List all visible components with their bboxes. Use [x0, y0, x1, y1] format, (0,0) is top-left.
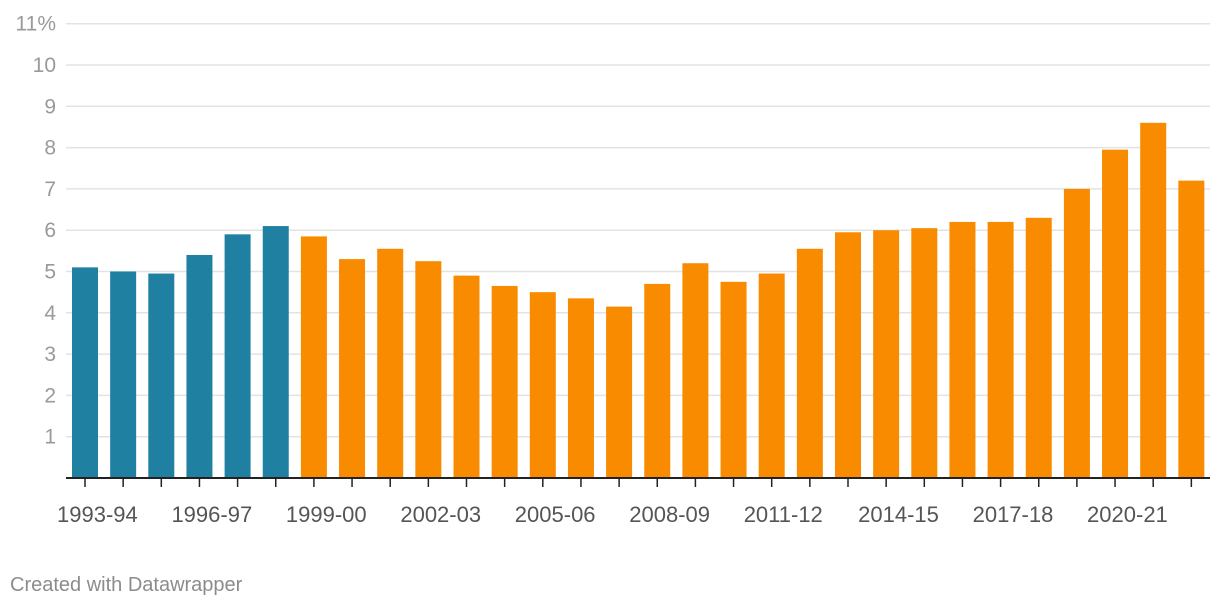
bar [720, 281, 747, 478]
bar [682, 263, 709, 478]
y-tick-label: 11% [16, 13, 56, 36]
y-tick-label: 3 [44, 343, 56, 366]
bar [72, 267, 98, 478]
x-tick-label: 2014-15 [858, 502, 939, 527]
bar [110, 271, 137, 478]
y-tick-label: 10 [33, 54, 56, 77]
bar [796, 248, 823, 478]
gridlines [66, 22, 1210, 438]
bar [1140, 122, 1167, 478]
y-tick-label: 6 [44, 219, 56, 242]
x-tick-label: 2005-06 [515, 502, 596, 527]
y-tick-label: 7 [44, 178, 56, 201]
bar [1025, 217, 1052, 478]
x-tick-label: 2008-09 [629, 502, 710, 527]
y-tick-label: 1 [44, 426, 56, 449]
bar [186, 254, 213, 478]
bar [491, 285, 518, 478]
bar [529, 292, 556, 478]
bar [1178, 180, 1205, 478]
datawrapper-credit: Created with Datawrapper [10, 574, 243, 596]
x-tick-label: 2017-18 [973, 502, 1054, 527]
bar [262, 226, 289, 478]
x-tick-label: 2020-21 [1087, 502, 1168, 527]
bar [835, 232, 861, 478]
bar [911, 228, 938, 478]
x-tick-label: 2011-12 [744, 502, 823, 527]
bar [987, 221, 1014, 478]
bar [377, 248, 404, 478]
bar [758, 273, 785, 478]
bar [224, 234, 251, 478]
bar [339, 259, 366, 478]
bar [148, 273, 175, 478]
y-tick-label: 8 [44, 137, 56, 160]
y-tick-label: 4 [44, 302, 56, 325]
bar [300, 236, 327, 478]
bars [72, 122, 1205, 479]
bar [567, 298, 594, 478]
bar [644, 283, 671, 478]
bar [415, 261, 442, 478]
bar [1102, 149, 1129, 479]
x-tick-label: 2002-03 [400, 502, 481, 527]
y-tick-label: 2 [44, 384, 56, 407]
x-tick-label: 1993-94 [57, 502, 138, 527]
bar-chart: 1993-94 1996-97 1999-00 2002-03 2005-06 2008-… [16, 13, 1210, 527]
bar [453, 275, 480, 478]
bar [1063, 188, 1090, 478]
x-tick-label: 1996-97 [171, 502, 252, 527]
x-axis: 1993-94 1996-97 1999-00 2002-03 2005-06 2008-… [57, 477, 1210, 527]
bar [949, 221, 976, 478]
bar [873, 230, 900, 478]
y-axis: 1 2 3 4 5 6 7 8 9 10 11% [16, 13, 57, 449]
x-tick-label: 1999-00 [286, 502, 367, 527]
y-tick-label: 9 [44, 95, 56, 118]
y-tick-label: 5 [44, 261, 56, 284]
bar [606, 306, 633, 478]
